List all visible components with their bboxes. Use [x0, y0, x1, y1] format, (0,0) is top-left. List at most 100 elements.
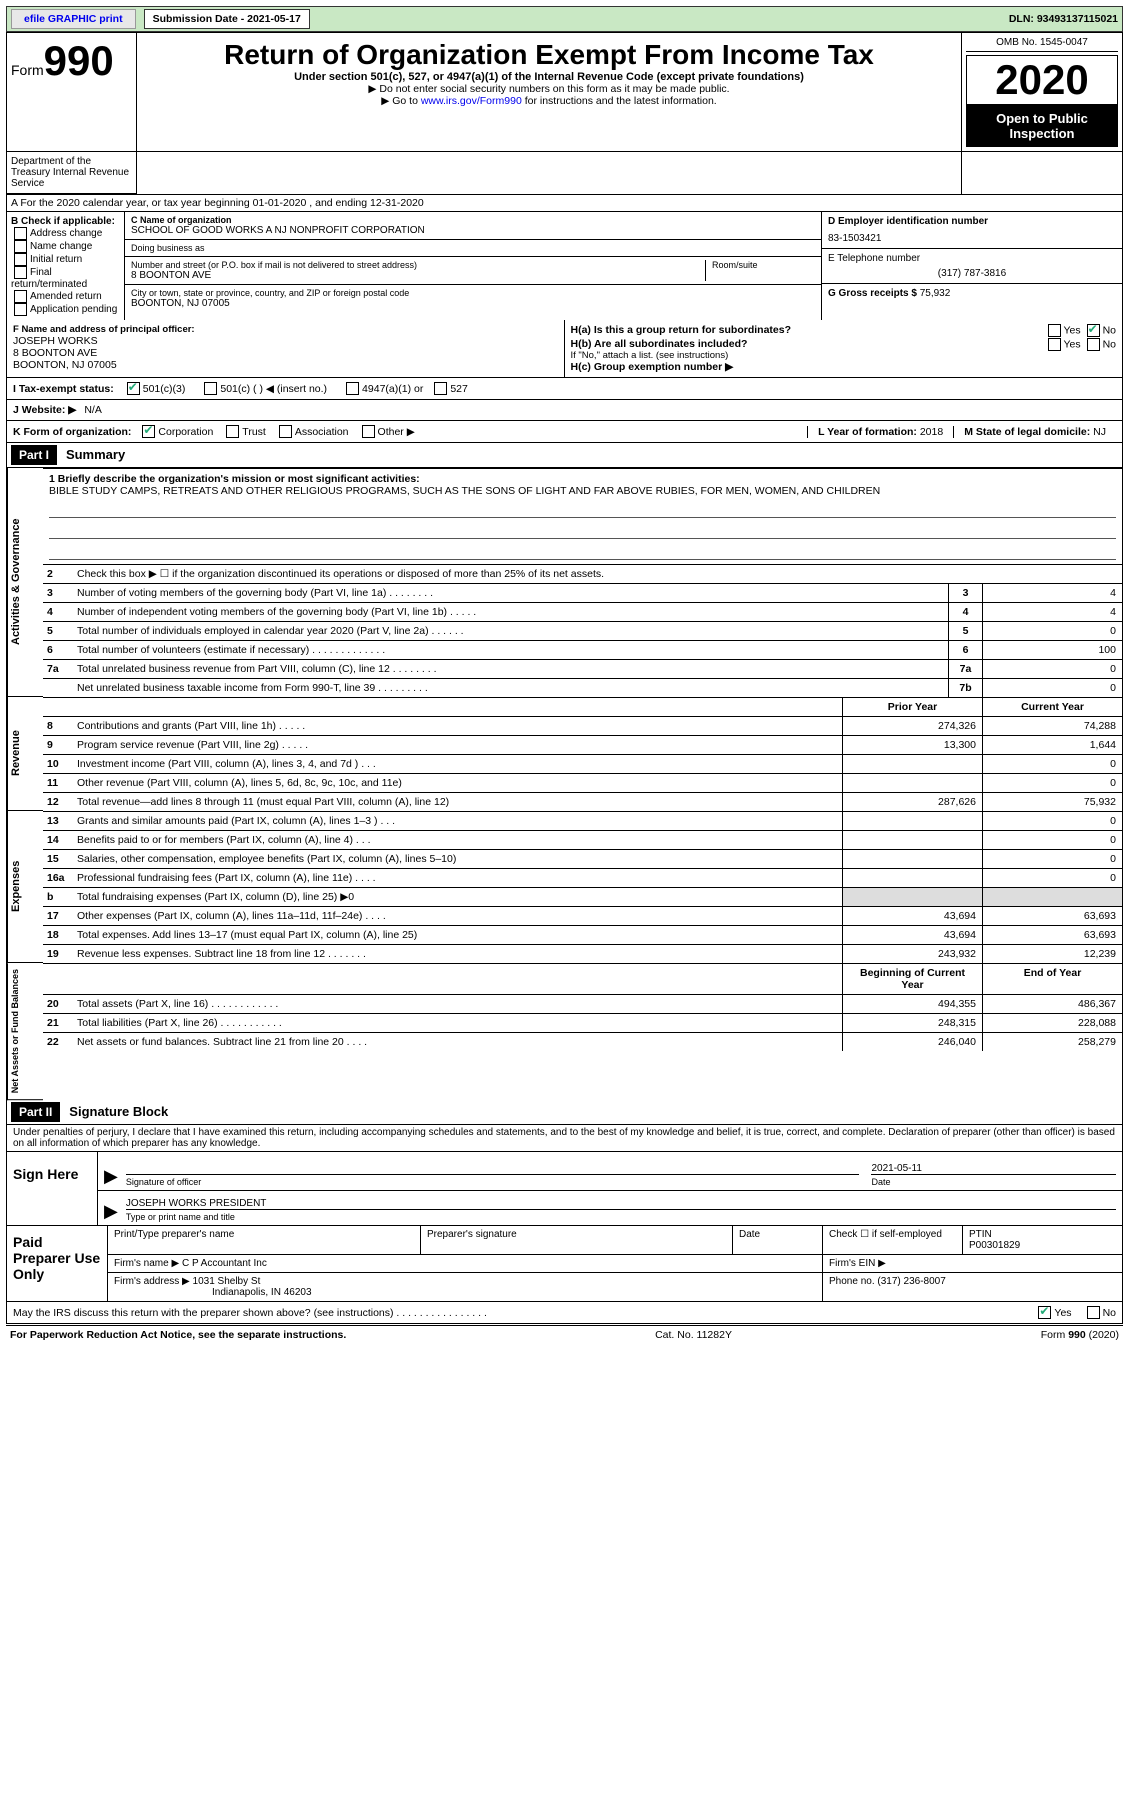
sig-date-label: Date — [871, 1174, 1116, 1187]
cb-trust[interactable] — [226, 425, 239, 438]
line-7a: 7aTotal unrelated business revenue from … — [43, 660, 1122, 679]
open-public: Open to Public Inspection — [966, 105, 1118, 147]
cb-name-change[interactable] — [14, 240, 27, 253]
ptin-value: P00301829 — [969, 1240, 1116, 1251]
cb-4947[interactable] — [346, 382, 359, 395]
firm-ein-label: Firm's EIN ▶ — [822, 1255, 1122, 1273]
cb-ha-no[interactable] — [1087, 324, 1100, 337]
sig-name: JOSEPH WORKS PRESIDENT — [126, 1198, 1116, 1209]
cb-other[interactable] — [362, 425, 375, 438]
paid-preparer: Paid Preparer Use Only Print/Type prepar… — [6, 1226, 1123, 1302]
cb-assoc[interactable] — [279, 425, 292, 438]
top-bar: efile GRAPHIC print Submission Date - 20… — [6, 6, 1123, 32]
line-4: 4Number of independent voting members of… — [43, 603, 1122, 622]
label-expenses: Expenses — [7, 811, 43, 963]
city-value: BOONTON, NJ 07005 — [131, 298, 815, 309]
part-i-title: Summary — [66, 447, 125, 462]
firm-addr1: 1031 Shelby St — [193, 1276, 261, 1287]
section-klm: K Form of organization: Corporation Trus… — [6, 421, 1123, 443]
ein-label: D Employer identification number — [828, 216, 1116, 227]
form-note-1: ▶ Do not enter social security numbers o… — [143, 83, 955, 95]
line-19: 19Revenue less expenses. Subtract line 1… — [43, 945, 1122, 963]
discuss-row: May the IRS discuss this return with the… — [6, 1302, 1123, 1324]
f-h-grid: F Name and address of principal officer:… — [6, 320, 1123, 378]
cb-501c3[interactable] — [127, 382, 140, 395]
city-label: City or town, state or province, country… — [131, 288, 815, 298]
cb-discuss-no[interactable] — [1087, 1306, 1100, 1319]
prep-date-label: Date — [732, 1226, 822, 1255]
cb-amended[interactable] — [14, 290, 27, 303]
officer-addr1: 8 BOONTON AVE — [13, 347, 558, 359]
cb-application-pending[interactable] — [14, 303, 27, 316]
end-year-header: End of Year — [982, 964, 1122, 994]
line-8: 8Contributions and grants (Part VIII, li… — [43, 717, 1122, 736]
website-value: N/A — [84, 404, 102, 416]
cb-hb-yes[interactable] — [1048, 338, 1061, 351]
footer-mid: Cat. No. 11282Y — [655, 1329, 732, 1341]
officer-addr2: BOONTON, NJ 07005 — [13, 359, 558, 371]
preparer-label: Paid Preparer Use Only — [7, 1226, 107, 1301]
cb-initial-return[interactable] — [14, 253, 27, 266]
line-21: 21Total liabilities (Part X, line 26) . … — [43, 1014, 1122, 1033]
begin-year-header: Beginning of Current Year — [842, 964, 982, 994]
efile-print-button[interactable]: efile GRAPHIC print — [11, 9, 136, 29]
prior-year-header: Prior Year — [842, 698, 982, 716]
irs-link[interactable]: www.irs.gov/Form990 — [421, 95, 522, 107]
footer: For Paperwork Reduction Act Notice, see … — [6, 1325, 1123, 1344]
form-label: Form — [11, 62, 44, 78]
cb-ha-yes[interactable] — [1048, 324, 1061, 337]
label-revenue: Revenue — [7, 697, 43, 811]
cb-corp[interactable] — [142, 425, 155, 438]
right-col: D Employer identification number 83-1503… — [822, 212, 1122, 320]
cb-527[interactable] — [434, 382, 447, 395]
prep-check-label: Check ☐ if self-employed — [822, 1226, 962, 1255]
m-value: NJ — [1093, 426, 1106, 438]
section-j: J Website: ▶ N/A — [6, 400, 1123, 421]
officer-label: F Name and address of principal officer: — [13, 324, 558, 335]
line-2: Check this box ▶ ☐ if the organization d… — [73, 565, 1122, 583]
form-note-2: ▶ Go to www.irs.gov/Form990 for instruct… — [143, 95, 955, 107]
part-i-header: Part I Summary — [6, 443, 1123, 468]
line-9: 9Program service revenue (Part VIII, lin… — [43, 736, 1122, 755]
footer-right: Form 990 (2020) — [1041, 1329, 1119, 1341]
cb-501c[interactable] — [204, 382, 217, 395]
sign-here: Sign Here ▶ Signature of officer 2021-05… — [6, 1152, 1123, 1226]
part-ii-title: Signature Block — [69, 1104, 168, 1119]
org-name-label: C Name of organization — [131, 215, 815, 225]
addr-value: 8 BOONTON AVE — [131, 270, 705, 281]
discuss-text: May the IRS discuss this return with the… — [13, 1307, 487, 1319]
omb-number: OMB No. 1545-0047 — [966, 37, 1118, 52]
form-title: Return of Organization Exempt From Incom… — [143, 39, 955, 71]
section-f: F Name and address of principal officer:… — [7, 320, 565, 377]
prep-name-label: Print/Type preparer's name — [108, 1226, 420, 1255]
org-name: SCHOOL OF GOOD WORKS A NJ NONPROFIT CORP… — [131, 225, 815, 236]
firm-addr2: Indianapolis, IN 46203 — [212, 1287, 312, 1298]
label-governance: Activities & Governance — [7, 468, 43, 697]
line-17: 17Other expenses (Part IX, column (A), l… — [43, 907, 1122, 926]
dln: DLN: 93493137115021 — [1009, 13, 1118, 25]
current-year-header: Current Year — [982, 698, 1122, 716]
cb-address-change[interactable] — [14, 227, 27, 240]
cb-hb-no[interactable] — [1087, 338, 1100, 351]
form-number-box: Form990 — [7, 33, 137, 151]
hb-note: If "No," attach a list. (see instruction… — [571, 350, 1117, 361]
line-12: 12Total revenue—add lines 8 through 11 (… — [43, 793, 1122, 811]
dba-label: Doing business as — [131, 243, 815, 253]
year-box: OMB No. 1545-0047 2020 Open to Public In… — [962, 33, 1122, 151]
cb-final-return[interactable] — [14, 266, 27, 279]
mission-label: 1 Briefly describe the organization's mi… — [49, 473, 1116, 485]
line-22: 22Net assets or fund balances. Subtract … — [43, 1033, 1122, 1051]
title-box: Return of Organization Exempt From Incom… — [137, 33, 962, 151]
firm-addr-label: Firm's address ▶ — [114, 1276, 190, 1287]
gross-value: 75,932 — [920, 288, 951, 299]
sig-name-label: Type or print name and title — [126, 1209, 1116, 1222]
cb-discuss-yes[interactable] — [1038, 1306, 1051, 1319]
submission-date: Submission Date - 2021-05-17 — [144, 9, 310, 29]
part-ii-header: Part II Signature Block — [6, 1100, 1123, 1125]
phone-value: (317) 787-3816 — [828, 268, 1116, 279]
penalty-text: Under penalties of perjury, I declare th… — [6, 1125, 1123, 1152]
line-16a: 16aProfessional fundraising fees (Part I… — [43, 869, 1122, 888]
line-10: 10Investment income (Part VIII, column (… — [43, 755, 1122, 774]
mission-text: BIBLE STUDY CAMPS, RETREATS AND OTHER RE… — [49, 485, 1116, 497]
addr-label: Number and street (or P.O. box if mail i… — [131, 260, 705, 270]
